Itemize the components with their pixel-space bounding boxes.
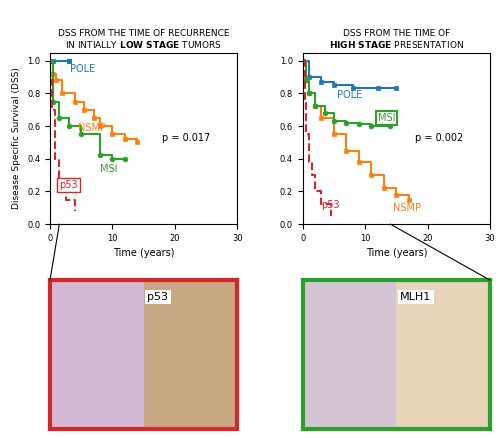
Text: POLE: POLE <box>70 64 95 74</box>
Text: POLE: POLE <box>337 90 362 100</box>
Text: MSI: MSI <box>378 113 395 123</box>
Y-axis label: Disease Specific Survival (DSS): Disease Specific Survival (DSS) <box>12 67 22 209</box>
Bar <box>303 280 396 429</box>
Bar <box>144 280 237 429</box>
Text: NSMP: NSMP <box>78 123 106 133</box>
Text: NSMP: NSMP <box>394 203 421 213</box>
Text: p = 0.002: p = 0.002 <box>415 133 464 143</box>
X-axis label: Time (years): Time (years) <box>113 248 174 258</box>
Text: p53: p53 <box>60 180 78 190</box>
Bar <box>396 280 490 429</box>
Text: p = 0.017: p = 0.017 <box>162 133 210 143</box>
Title: DSS FROM THE TIME OF RECURRENCE
IN INTIALLY $\bf{LOW\ STAGE}$ TUMORS: DSS FROM THE TIME OF RECURRENCE IN INTIA… <box>58 28 230 50</box>
Bar <box>50 280 144 429</box>
Text: p53: p53 <box>148 292 169 302</box>
Text: p53: p53 <box>322 200 340 210</box>
X-axis label: Time (years): Time (years) <box>366 248 427 258</box>
Text: MLH1: MLH1 <box>400 292 432 302</box>
Text: MSI: MSI <box>100 164 117 173</box>
Title: DSS FROM THE TIME OF
$\bf{HIGH\ STAGE}$ PRESENTATION: DSS FROM THE TIME OF $\bf{HIGH\ STAGE}$ … <box>329 28 464 50</box>
